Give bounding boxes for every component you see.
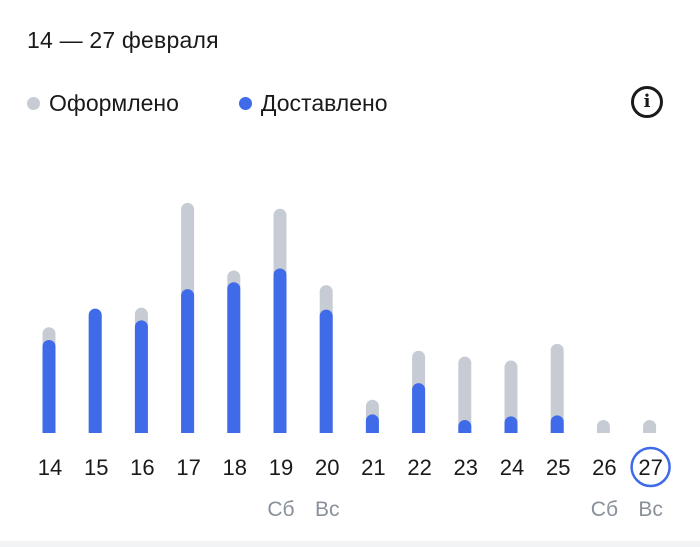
bar-delivered-21[interactable] xyxy=(365,414,379,446)
bar-delivered-19[interactable] xyxy=(273,268,287,447)
legend-label-ordered: Оформлено xyxy=(49,90,179,116)
bar-delivered-20[interactable] xyxy=(319,309,333,446)
weekday-label-20: Вс xyxy=(315,498,340,521)
bar-ordered-27[interactable] xyxy=(643,420,657,446)
bar-delivered-16[interactable] xyxy=(134,320,148,446)
x-tick-label-20[interactable]: 20 xyxy=(315,455,339,480)
legend-item-delivered: Доставлено xyxy=(238,90,388,117)
legend-label-delivered: Доставлено xyxy=(260,90,388,116)
bar-delivered-18[interactable] xyxy=(227,282,241,446)
x-tick-label-23[interactable]: 23 xyxy=(454,455,478,480)
x-tick-label-16[interactable]: 16 xyxy=(130,455,154,480)
x-tick-label-17[interactable]: 17 xyxy=(176,455,200,480)
x-tick-label-19[interactable]: 19 xyxy=(269,455,293,480)
x-tick-label-18[interactable]: 18 xyxy=(223,455,247,480)
bar-delivered-14[interactable] xyxy=(42,339,56,446)
x-tick-label-14[interactable]: 14 xyxy=(38,455,62,480)
bar-delivered-15[interactable] xyxy=(88,308,102,446)
x-tick-label-26[interactable]: 26 xyxy=(592,455,616,480)
bar-ordered-25[interactable] xyxy=(550,343,564,446)
x-tick-label-27[interactable]: 27 xyxy=(638,455,662,480)
bar-ordered-24[interactable] xyxy=(504,360,518,446)
info-icon[interactable]: i xyxy=(631,86,663,118)
bar-delivered-23[interactable] xyxy=(458,420,472,446)
x-tick-label-21[interactable]: 21 xyxy=(361,455,385,480)
selected-day-ring xyxy=(630,446,671,488)
x-tick-label-15[interactable]: 15 xyxy=(84,455,108,480)
bar-delivered-22[interactable] xyxy=(412,383,426,446)
bar-delivered-17[interactable] xyxy=(181,289,195,446)
x-tick-label-22[interactable]: 22 xyxy=(407,455,431,480)
legend-item-ordered: Оформлено xyxy=(27,90,179,117)
bar-ordered-26[interactable] xyxy=(596,420,610,446)
x-tick-label-25[interactable]: 25 xyxy=(546,455,570,480)
legend-dot-ordered xyxy=(27,97,40,110)
weekday-label-26: Сб xyxy=(591,498,618,521)
bar-delivered-24[interactable] xyxy=(504,416,518,446)
period-title: 14 — 27 февраля xyxy=(27,27,219,53)
weekday-label-19: Сб xyxy=(267,498,294,521)
legend-dot-delivered xyxy=(238,97,252,110)
x-tick-label-24[interactable]: 24 xyxy=(500,455,524,480)
legend: Оформлено Доставлено xyxy=(27,90,448,117)
weekday-label-27: Вс xyxy=(638,498,663,521)
bottom-divider xyxy=(0,541,700,547)
bar-ordered-23[interactable] xyxy=(458,356,472,446)
bar-delivered-25[interactable] xyxy=(550,415,564,446)
